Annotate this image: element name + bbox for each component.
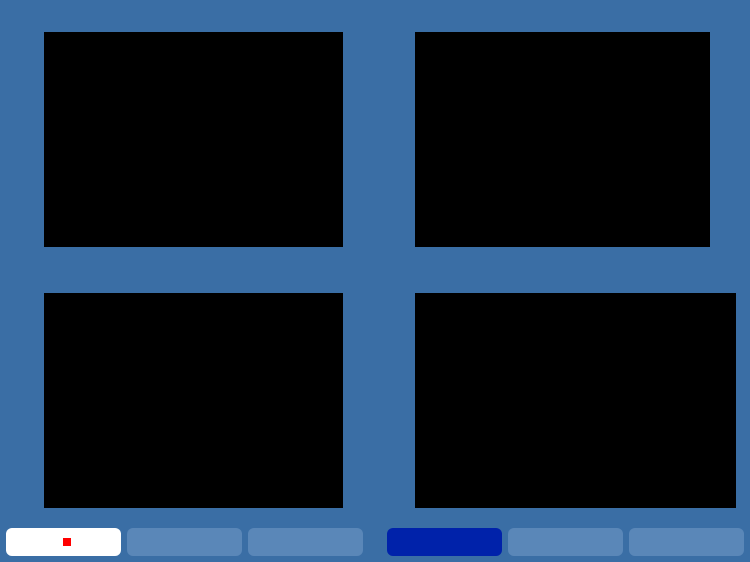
set-button[interactable] <box>127 528 242 556</box>
spectrum-plot <box>44 32 343 247</box>
toolbar <box>0 524 750 562</box>
info-button[interactable] <box>508 528 623 556</box>
toolbar-spacer <box>369 528 381 556</box>
spectrum-title <box>6 6 373 20</box>
spectrum-panel <box>6 6 373 263</box>
audio-button[interactable] <box>629 528 744 556</box>
envelope-title <box>6 267 373 281</box>
stop-icon <box>63 538 71 546</box>
cepstrum-plot <box>415 32 710 247</box>
play-button[interactable] <box>248 528 363 556</box>
plot-grid <box>0 0 750 524</box>
formant-plot <box>415 293 736 508</box>
envelope-panel <box>6 267 373 524</box>
cepstrum-panel <box>377 6 744 263</box>
envelope-plot <box>44 293 343 508</box>
spectrum-plot-wrap <box>6 20 373 263</box>
formant-plot-wrap <box>377 281 744 524</box>
cepstrum-plot-wrap <box>377 20 744 263</box>
stop-button[interactable] <box>6 528 121 556</box>
envelope-plot-wrap <box>6 281 373 524</box>
cepstrum-title <box>377 6 744 20</box>
snapshot-button[interactable] <box>387 528 502 556</box>
formant-panel <box>377 267 744 524</box>
formant-title <box>377 267 744 281</box>
